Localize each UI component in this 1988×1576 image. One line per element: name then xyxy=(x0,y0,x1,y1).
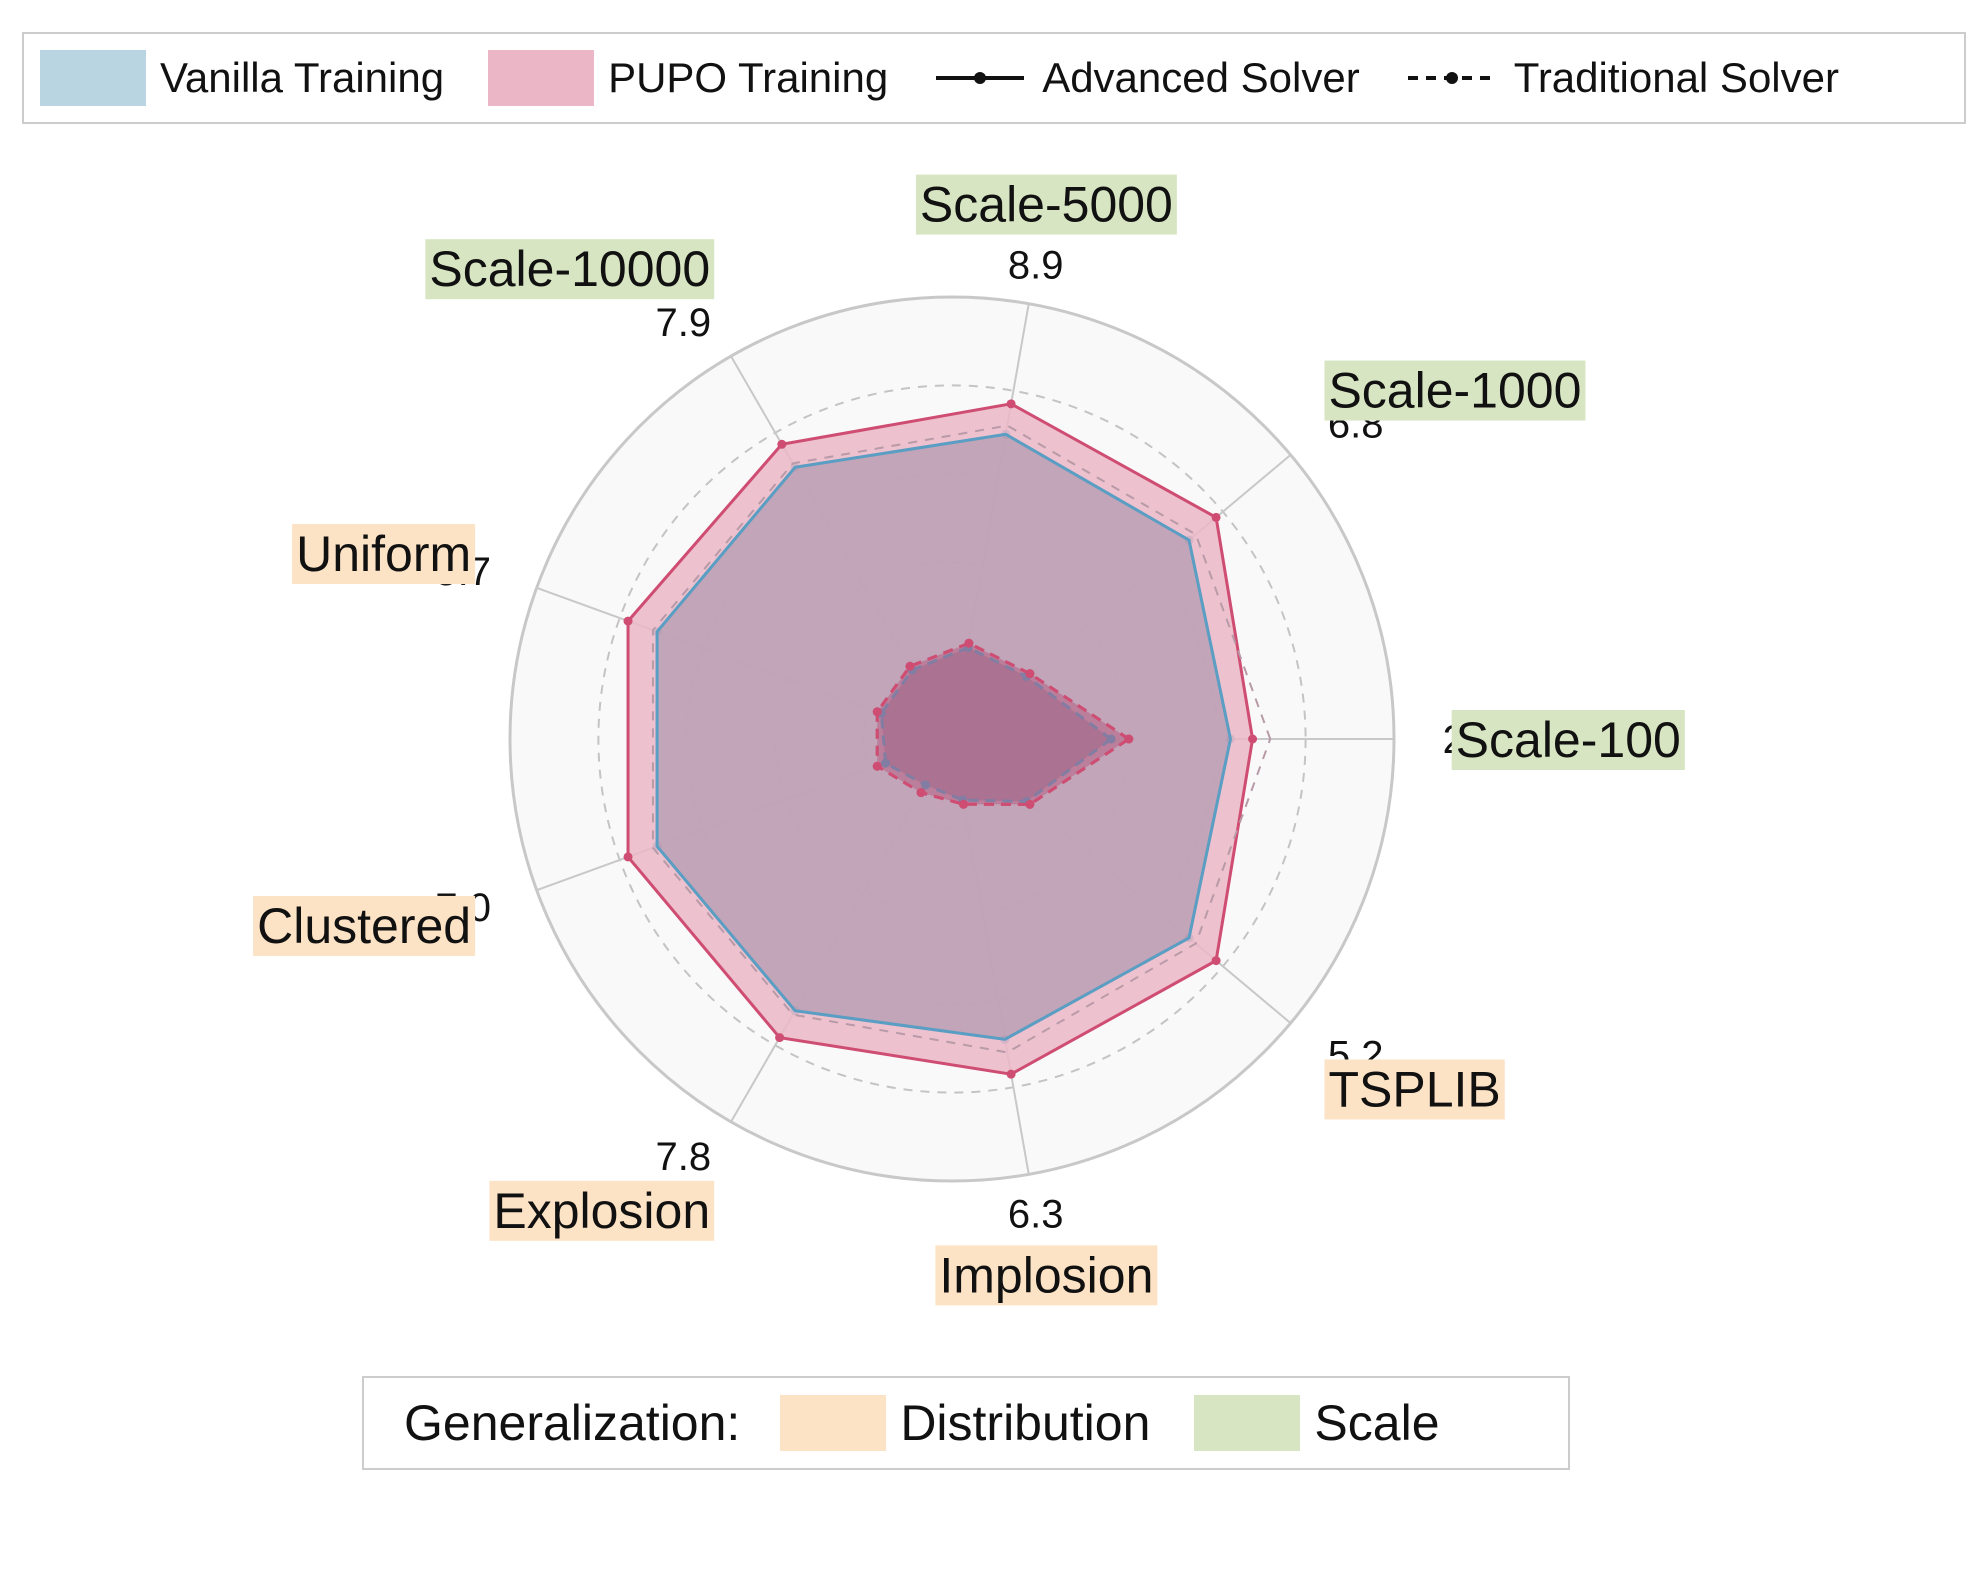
axis-name-label: Implosion xyxy=(935,1245,1158,1306)
axis-value-label: 7.9 xyxy=(656,301,712,345)
pupo-swatch xyxy=(488,50,595,106)
generalization-title: Generalization: xyxy=(404,1395,741,1451)
axis-name-highlight xyxy=(253,895,476,956)
data-point xyxy=(881,758,891,768)
data-point xyxy=(1106,734,1116,744)
data-point xyxy=(872,707,882,717)
axis-name-highlight xyxy=(1324,1059,1505,1120)
series-polygon xyxy=(875,641,1132,806)
axis-name-label: Explosion xyxy=(489,1180,715,1241)
vanilla-label: Vanilla Training xyxy=(160,54,445,101)
overlap-shade xyxy=(657,434,1231,1040)
data-point xyxy=(1124,734,1134,744)
axis-name-highlight xyxy=(935,1245,1158,1306)
legend-item-scale: Scale xyxy=(1194,1394,1440,1452)
data-point xyxy=(920,780,930,790)
data-point xyxy=(1248,734,1258,744)
data-point xyxy=(777,439,787,449)
data-point xyxy=(905,661,915,671)
distribution-swatch xyxy=(780,1395,887,1451)
series-polygon xyxy=(875,641,1132,806)
axis-name-text: Explosion xyxy=(493,1183,710,1239)
legend-item-pupo: PUPO Training xyxy=(488,50,888,106)
pupo-label: PUPO Training xyxy=(608,54,889,101)
axis-name-label: Clustered xyxy=(253,895,476,956)
axis-name-highlight xyxy=(1324,360,1586,421)
axis-name-highlight xyxy=(425,239,715,300)
series-polygon xyxy=(879,645,1114,804)
legend-item-distribution: Distribution xyxy=(780,1394,1150,1452)
scale-swatch xyxy=(1194,1395,1301,1451)
axis-name-highlight xyxy=(489,1180,715,1241)
generalization-legend: Generalization: Distribution Scale xyxy=(362,1376,1570,1470)
axis-name-label: TSPLIB xyxy=(1324,1059,1505,1120)
data-point xyxy=(964,638,974,648)
solid-line-icon xyxy=(936,72,1025,84)
axis-name-label: Scale-10000 xyxy=(425,239,715,300)
legend-item-vanilla: Vanilla Training xyxy=(40,50,444,106)
data-point xyxy=(623,616,633,626)
traditional-label: Traditional Solver xyxy=(1513,54,1839,101)
axis-value-label: 6.3 xyxy=(1008,1192,1064,1236)
data-point xyxy=(1025,799,1035,809)
data-point xyxy=(1006,399,1016,409)
reference-ring xyxy=(651,424,1272,1054)
data-point xyxy=(1211,956,1221,966)
axis-name-text: Scale-1000 xyxy=(1328,363,1581,419)
axis-name-highlight xyxy=(292,524,476,585)
data-point xyxy=(872,761,882,771)
data-point xyxy=(1211,512,1221,522)
axis-name-text: Implosion xyxy=(939,1247,1153,1303)
data-point xyxy=(623,852,633,862)
axis-name-text: Scale-100 xyxy=(1456,712,1681,768)
series-legend: Vanilla Training PUPO Training Advanced … xyxy=(22,32,1966,124)
data-point xyxy=(916,788,926,798)
axis-name-text: Uniform xyxy=(296,526,471,582)
axis-name-text: Scale-5000 xyxy=(920,177,1173,233)
scale-label: Scale xyxy=(1314,1395,1440,1451)
data-point xyxy=(1025,669,1035,679)
dashed-line-icon xyxy=(1407,72,1496,84)
axis-name-highlight xyxy=(1451,710,1685,770)
advanced-label: Advanced Solver xyxy=(1042,54,1360,101)
axis-name-text: TSPLIB xyxy=(1328,1061,1500,1117)
series-outline xyxy=(655,432,1232,1041)
axis-name-label: Scale-100 xyxy=(1451,710,1685,770)
axis-name-highlight xyxy=(915,174,1177,235)
distribution-label: Distribution xyxy=(900,1395,1151,1451)
axis-value-label: 7.8 xyxy=(656,1135,712,1179)
legend-item-advanced: Advanced Solver xyxy=(932,54,1360,102)
legend-item-traditional: Traditional Solver xyxy=(1404,54,1839,102)
data-point xyxy=(1006,1069,1016,1079)
data-point xyxy=(775,1033,785,1043)
axis-name-label: Scale-1000 xyxy=(1324,360,1586,421)
axis-name-label: Scale-5000 xyxy=(915,174,1177,235)
vanilla-swatch xyxy=(40,50,146,106)
axis-name-text: Clustered xyxy=(257,898,471,954)
data-point xyxy=(959,799,969,809)
axis-name-text: Scale-10000 xyxy=(429,241,710,297)
axis-value-label: 8.9 xyxy=(1008,244,1064,288)
axis-name-label: Uniform xyxy=(292,524,476,585)
